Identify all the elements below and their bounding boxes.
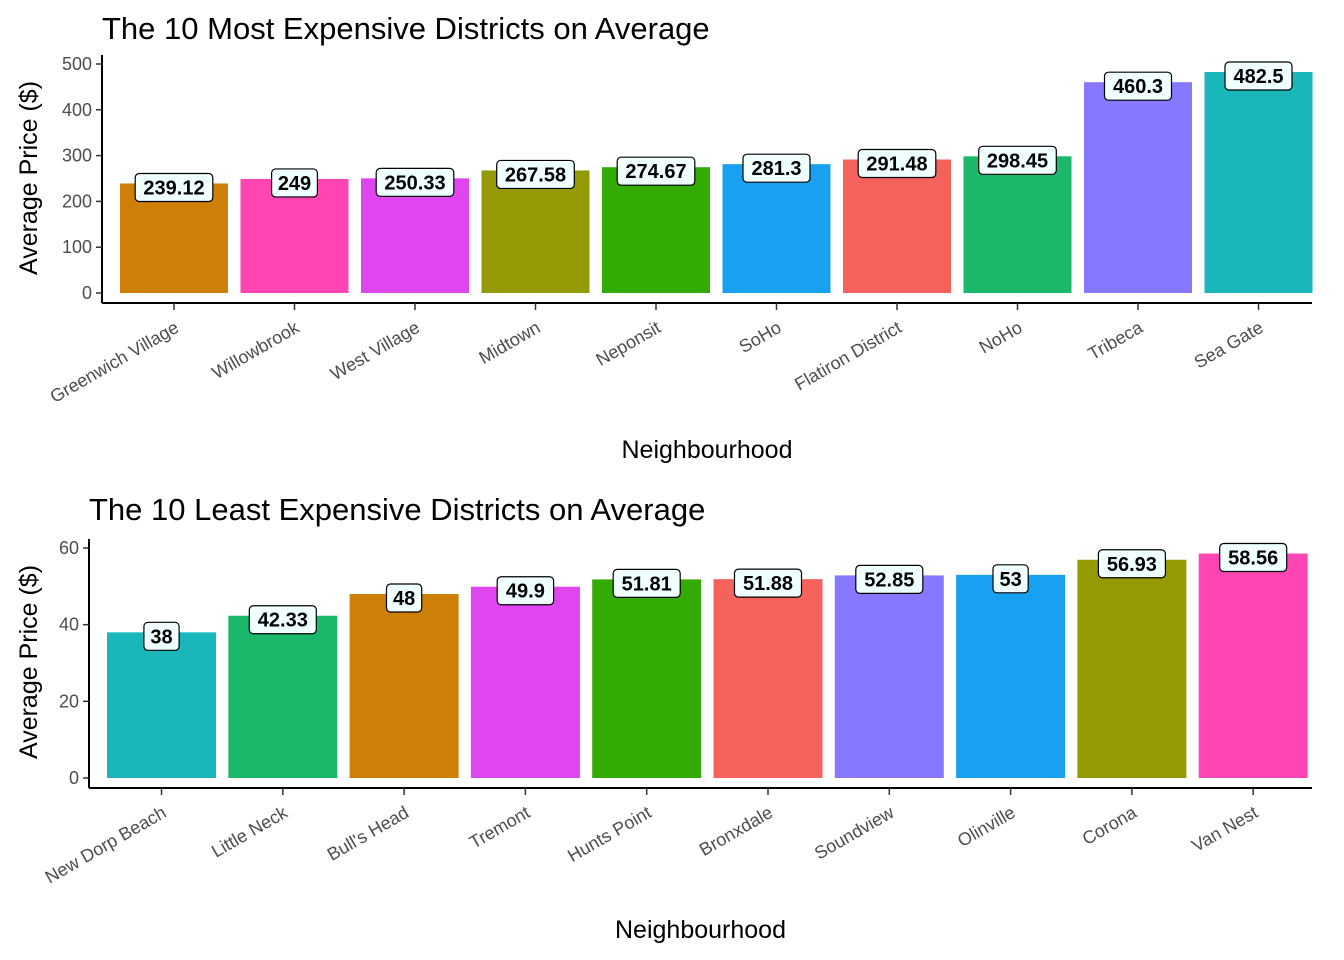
x-tick-label: Little Neck (208, 802, 292, 862)
chart-title: The 10 Least Expensive Districts on Aver… (89, 492, 705, 527)
x-tick-label: Soundview (811, 802, 898, 864)
data-label-box (1224, 61, 1293, 91)
data-label: 48 (393, 588, 415, 610)
y-tick-label: 20 (59, 691, 79, 711)
x-tick-label: New Dorp Beach (42, 802, 170, 887)
x-tick-label: Tremont (466, 802, 533, 853)
data-label-box (612, 568, 681, 598)
x-tick-label: Flatiron District (791, 317, 905, 394)
x-tick-label: Van Nest (1188, 802, 1261, 856)
bar (1077, 559, 1187, 778)
data-label-box (733, 568, 803, 598)
bar (481, 170, 590, 293)
bar (470, 586, 580, 778)
data-label: 56.93 (1107, 554, 1157, 576)
bar (713, 579, 823, 778)
y-axis-label: Average Price ($) (15, 81, 43, 275)
data-label: 58.56 (1228, 548, 1278, 570)
data-label: 51.81 (622, 573, 672, 595)
x-tick-label: Greenwich Village (47, 317, 182, 407)
y-tick-label: 100 (62, 237, 92, 257)
data-label: 482.5 (1233, 66, 1283, 88)
x-tick-label: Midtown (475, 317, 543, 368)
chart-title: The 10 Most Expensive Districts on Avera… (102, 11, 710, 46)
x-tick-label: Olinville (954, 802, 1019, 851)
data-label: 249 (278, 173, 311, 195)
data-label-box (134, 172, 214, 203)
bar (602, 167, 710, 293)
data-label-box (1103, 71, 1173, 101)
bar (843, 159, 951, 293)
x-tick-label: Hunts Point (564, 802, 655, 866)
y-tick-label: 300 (62, 146, 92, 166)
data-label-box (1219, 542, 1288, 573)
y-tick-label: 40 (59, 615, 79, 635)
data-label-box (992, 564, 1029, 594)
x-axis-label: Neighbourhood (622, 436, 793, 464)
data-label: 267.58 (505, 164, 566, 186)
x-tick-label: Willowbrook (208, 317, 303, 383)
x-tick-label: West Village (327, 317, 423, 384)
x-tick-label: Bull's Head (324, 802, 412, 865)
data-label-box (143, 621, 180, 651)
data-label: 53 (999, 569, 1021, 591)
bar (963, 156, 1072, 293)
bar (361, 178, 469, 293)
data-label: 239.12 (143, 177, 204, 199)
bar (228, 615, 338, 778)
y-tick-label: 200 (62, 191, 92, 211)
data-label-box (742, 153, 811, 183)
y-tick-label: 0 (82, 283, 92, 303)
data-label-box (496, 576, 555, 606)
x-tick-label: NoHo (976, 317, 1026, 357)
y-tick-label: 60 (59, 538, 79, 558)
x-tick-label: Bronxdale (696, 802, 776, 860)
y-axis-label: Average Price ($) (15, 565, 43, 759)
bar (1084, 82, 1192, 293)
y-tick-label: 400 (62, 100, 92, 120)
bar (349, 594, 459, 778)
data-label-box (248, 605, 317, 635)
bar (956, 574, 1066, 778)
data-label-box (616, 156, 696, 186)
y-tick-label: 0 (69, 768, 79, 788)
data-label: 281.3 (751, 158, 801, 180)
bar (834, 575, 944, 778)
data-label: 274.67 (625, 161, 686, 183)
data-label: 291.48 (866, 154, 927, 176)
bar (592, 579, 702, 778)
data-label: 52.85 (864, 569, 914, 591)
bar (240, 178, 349, 293)
x-tick-label: SoHo (736, 317, 785, 357)
data-label-box (855, 564, 924, 595)
top-chart-panel: The 10 Most Expensive Districts on Avera… (15, 11, 1313, 464)
data-label: 49.9 (506, 581, 545, 603)
data-label-box (271, 168, 319, 198)
data-label-box (978, 145, 1057, 175)
y-tick-label: 500 (62, 54, 92, 74)
data-label: 460.3 (1113, 76, 1163, 98)
bottom-chart-panel: The 10 Least Expensive Districts on Aver… (15, 492, 1312, 944)
data-label-box (375, 167, 455, 197)
x-tick-label: Tribeca (1085, 317, 1147, 364)
x-tick-label: Corona (1079, 802, 1141, 849)
data-label-box (857, 148, 937, 179)
x-tick-label: Sea Gate (1191, 317, 1267, 372)
x-axis-label: Neighbourhood (615, 916, 786, 944)
data-label-box (1097, 549, 1167, 579)
bar (107, 632, 216, 778)
data-label: 250.33 (384, 172, 445, 194)
data-label: 298.45 (987, 150, 1048, 172)
data-label: 38 (150, 626, 172, 648)
data-label-box (385, 583, 423, 613)
data-label: 51.88 (743, 573, 793, 595)
data-label: 42.33 (258, 610, 308, 632)
bar (1198, 553, 1308, 778)
bar (722, 164, 831, 293)
bar (1204, 72, 1313, 293)
x-tick-label: Neponsit (592, 317, 664, 370)
data-label-box (496, 159, 575, 190)
